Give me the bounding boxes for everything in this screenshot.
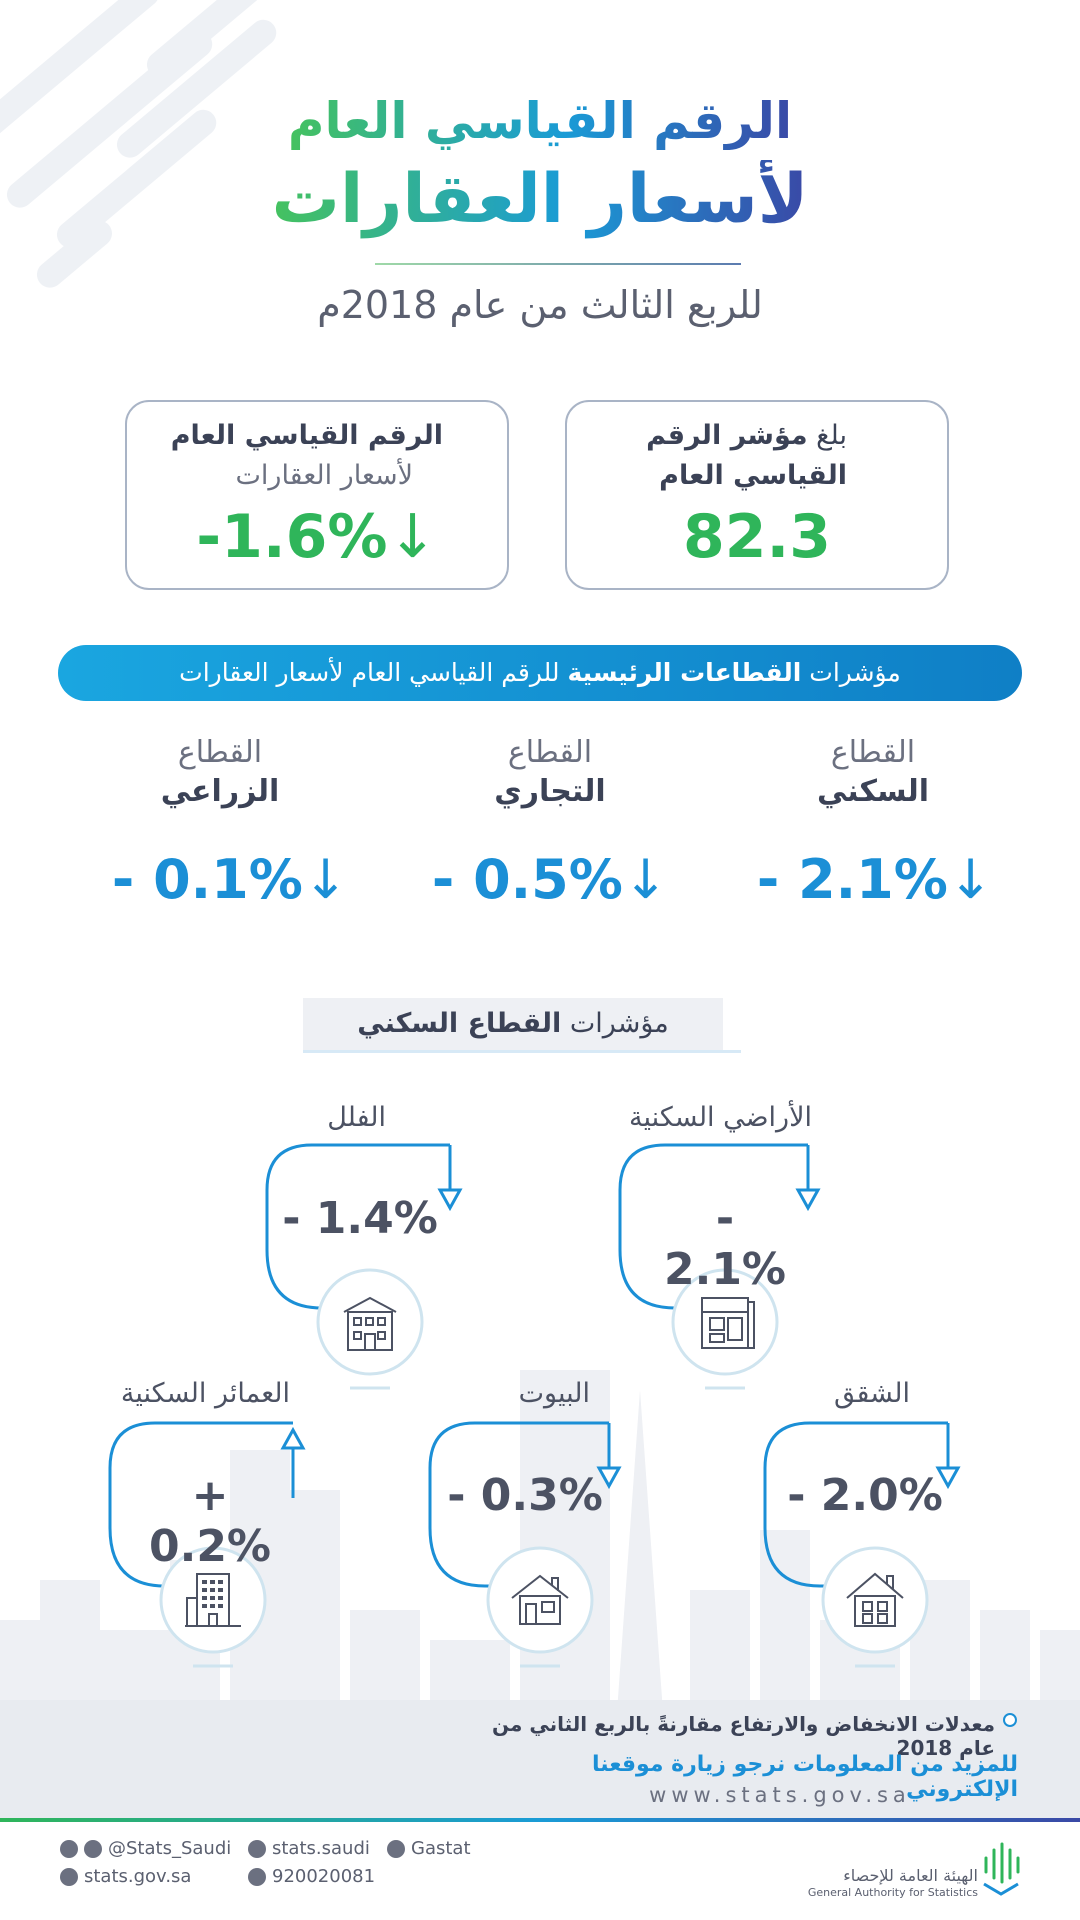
sector-name: التجاري: [494, 774, 606, 809]
indicator-value-land: - 2.1%: [663, 1193, 787, 1295]
sector-agricultural: القطاع الزراعي: [95, 735, 345, 809]
facebook-icon: [248, 1840, 266, 1858]
index-value-label: بلغ مؤشر الرقم: [646, 420, 847, 451]
decorative-stripes: [0, 0, 330, 300]
residential-header-underline: [303, 1050, 741, 1053]
title-line-1: الرقم القياسي العام: [287, 92, 793, 150]
instagram-icon: [84, 1840, 102, 1858]
down-arrow-icon: ↓: [387, 502, 438, 572]
website-url[interactable]: www.stats.gov.sa: [649, 1783, 911, 1807]
note-bullet-icon: [1003, 1713, 1017, 1727]
sector-name: الزراعي: [160, 774, 280, 809]
general-change-sublabel: لأسعار العقارات: [235, 460, 414, 491]
ground-band: [0, 1700, 1080, 1820]
index-value-number: 82.3: [682, 502, 832, 572]
general-change-value: -1.6%↓: [196, 502, 438, 572]
org-name-arabic: الهيئة العامة للإحصاء: [843, 1866, 978, 1885]
title-line-2: لأسعار العقارات: [271, 160, 809, 239]
index-value-card: بلغ مؤشر الرقم القياسي العام 82.3: [565, 400, 949, 590]
phone-icon: [248, 1868, 266, 1886]
globe-icon: [60, 1868, 78, 1886]
footer-divider: [0, 1818, 1080, 1822]
general-change-card: الرقم القياسي العام لأسعار العقارات -1.6…: [125, 400, 509, 590]
indicator-frame-houses: [428, 1421, 622, 1668]
sector-label: القطاع: [177, 735, 263, 770]
linkedin-icon: [387, 1840, 405, 1858]
social-phone[interactable]: 920020081: [248, 1866, 375, 1887]
indicator-label-villa: الفلل: [327, 1102, 386, 1133]
twitter-icon: [60, 1840, 78, 1858]
social-website[interactable]: stats.gov.sa: [60, 1866, 191, 1887]
sector-label: القطاع: [830, 735, 916, 770]
indicator-label-land: الأراضي السكنية: [629, 1102, 812, 1133]
subtitle: للربع الثالث من عام 2018م: [317, 283, 763, 327]
social-linkedin[interactable]: Gastat: [387, 1838, 471, 1859]
more-info-text: للمزيد من المعلومات نرجو زيارة موقعنا ال…: [591, 1752, 1018, 1802]
apartment-icon: [846, 1572, 904, 1627]
sector-residential: القطاع السكني: [748, 735, 998, 809]
indicator-value-buildings: + 0.2%: [148, 1470, 272, 1572]
indicator-label-houses: البيوت: [518, 1378, 590, 1409]
villa-icon: [343, 1296, 397, 1351]
indicator-frame-villa: [265, 1143, 463, 1390]
land-plan-icon: [701, 1297, 755, 1349]
general-change-label: الرقم القياسي العام: [170, 420, 443, 451]
social-facebook[interactable]: stats.saudi: [248, 1838, 370, 1859]
sector-commercial-value: - 0.5%↓: [431, 848, 669, 911]
title-divider: [375, 263, 741, 265]
house-icon: [511, 1574, 569, 1625]
comparison-note: معدلات الانخفاض والارتفاع مقارنةً بالربع…: [492, 1712, 995, 1760]
sector-label: القطاع: [507, 735, 593, 770]
down-arrow-icon: ↓: [622, 848, 669, 911]
building-icon: [185, 1573, 241, 1627]
indicator-label-apartments: الشقق: [834, 1378, 910, 1409]
sector-agricultural-value: - 0.1%↓: [111, 848, 349, 911]
index-value-sublabel: القياسي العام: [659, 460, 847, 491]
indicator-value-villa: - 1.4%: [282, 1193, 438, 1244]
indicator-value-houses: - 0.3%: [447, 1470, 603, 1521]
social-handle[interactable]: @Stats_Saudi: [60, 1838, 231, 1859]
sectors-banner: مؤشرات القطاعات الرئيسية للرقم القياسي ا…: [58, 645, 1022, 701]
down-arrow-icon: ↓: [302, 848, 349, 911]
indicator-frame-apartments: [763, 1421, 961, 1668]
org-name-english: General Authority for Statistics: [807, 1886, 978, 1899]
indicator-value-apartments: - 2.0%: [787, 1470, 943, 1521]
residential-header: مؤشرات القطاع السكني: [303, 998, 723, 1050]
down-arrow-icon: ↓: [947, 848, 994, 911]
sector-commercial: القطاع التجاري: [425, 735, 675, 809]
gastat-logo: [983, 1842, 1020, 1896]
sector-residential-value: - 2.1%↓: [756, 848, 994, 911]
indicator-label-buildings: العمائر السكنية: [120, 1378, 290, 1409]
sector-name: السكني: [816, 774, 930, 809]
